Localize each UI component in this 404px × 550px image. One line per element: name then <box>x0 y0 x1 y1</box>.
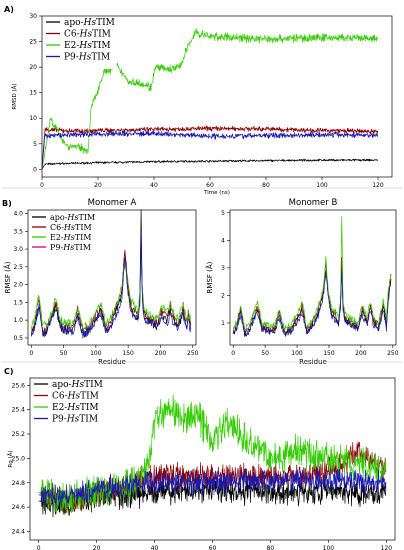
y-tick-label: 3.0 <box>13 246 23 253</box>
y-tick-label: 2.5 <box>13 264 23 271</box>
x-tick-label: 250 <box>187 350 199 357</box>
x-tick-label: 120 <box>372 182 384 189</box>
y-tick-label: 20 <box>29 64 37 71</box>
chart-panel-0: 0 20 40 60 80 100 120 0 5 10 15 20 25 30 A) Time (ns) RM… <box>4 5 393 196</box>
y-tick-label: 10 <box>29 115 37 122</box>
x-tick-label: 150 <box>122 350 134 357</box>
panel-label: A) <box>4 5 14 14</box>
x-tick-label: 100 <box>90 350 102 357</box>
y-tick-label: 5 <box>33 141 37 148</box>
series-line-2 <box>41 28 378 170</box>
series-line-1 <box>41 125 378 170</box>
x-tick-label: 80 <box>267 545 275 550</box>
y-tick-label: 5 <box>221 210 225 217</box>
y-tick-label: 15 <box>29 90 37 97</box>
chart-panel-3: 0 20 40 60 80 100 120 24.4 24.6 24.8 25.0 25.2 25.4 2… <box>4 367 396 550</box>
y-tick-label: 0 <box>33 166 37 173</box>
x-tick-label: 50 <box>261 350 269 357</box>
y-tick-label: 25.6 <box>12 382 26 389</box>
y-tick-label: 25.0 <box>12 455 26 462</box>
x-tick-label: 200 <box>355 350 367 357</box>
x-tick-label: 150 <box>323 350 335 357</box>
y-tick-label: 1.0 <box>13 317 23 324</box>
x-tick-label: 200 <box>155 350 167 357</box>
legend-entry: E2-HsTIM <box>50 233 91 242</box>
y-axis-label: RMSF (Å) <box>3 261 12 293</box>
x-tick-label: 250 <box>387 350 399 357</box>
y-axis-label: RMSD (Å) <box>11 83 18 109</box>
y-axis-label: Rg (Å) <box>7 450 14 467</box>
x-tick-label: 120 <box>381 545 393 550</box>
series-line-3 <box>30 230 192 339</box>
legend-entry: C6-HsTIM <box>64 30 111 40</box>
legend-entry: P9-HsTIM <box>52 415 98 425</box>
x-tick-label: 20 <box>93 545 101 550</box>
y-tick-label: 4.0 <box>13 211 23 218</box>
plot-frame <box>27 209 197 346</box>
x-tick-label: 0 <box>231 350 235 357</box>
series-line-0 <box>41 158 378 170</box>
panel-title: Monomer B <box>289 198 338 208</box>
y-tick-label: 25 <box>29 39 37 46</box>
series-line-1 <box>30 248 192 334</box>
panel-label: B) <box>2 199 12 208</box>
legend-entry: P9-HsTIM <box>50 243 91 252</box>
y-tick-label: 25.2 <box>12 431 26 438</box>
series-line-3 <box>41 130 378 170</box>
legend-box <box>31 379 105 431</box>
x-tick-label: 50 <box>60 350 68 357</box>
legend-box <box>43 17 117 69</box>
series-line-1 <box>232 257 392 334</box>
y-tick-label: 0.5 <box>13 335 23 342</box>
x-tick-label: 40 <box>150 182 158 189</box>
x-tick-label: 100 <box>316 182 328 189</box>
x-tick-label: 0 <box>29 350 33 357</box>
y-tick-label: 3 <box>221 265 225 272</box>
legend-entry: P9-HsTIM <box>64 53 110 63</box>
x-tick-label: 0 <box>40 182 44 189</box>
series-line-0 <box>232 262 392 337</box>
x-tick-label: 20 <box>94 182 102 189</box>
y-tick-label: 30 <box>29 13 37 20</box>
y-tick-label: 25.4 <box>12 407 26 414</box>
series-line-3 <box>232 270 392 337</box>
legend-entry: E2-HsTIM <box>52 403 99 413</box>
panel-label: C) <box>4 367 14 376</box>
x-tick-label: 60 <box>206 182 214 189</box>
legend-entry: apo-HsTIM <box>64 18 115 28</box>
x-tick-label: 100 <box>323 545 335 550</box>
x-axis-label: Time (ns) <box>203 190 230 196</box>
legend-entry: C6-HsTIM <box>50 223 92 232</box>
y-tick-label: 24.4 <box>12 528 26 535</box>
series-line-2 <box>30 259 192 332</box>
x-tick-label: 60 <box>209 545 217 550</box>
y-tick-label: 1 <box>221 320 225 327</box>
y-tick-label: 24.6 <box>12 504 26 511</box>
chart-panel-1: 0 50 100 150 200 250 0.5 1.0 1.5 2.0 2.5 3.0 3.5 4.0B… <box>2 198 199 366</box>
series-line-1 <box>38 441 387 515</box>
y-tick-label: 3.5 <box>13 228 23 235</box>
panel-title: Monomer A <box>88 198 137 208</box>
plot-frame <box>229 209 397 346</box>
x-tick-label: 80 <box>262 182 270 189</box>
legend-entry: C6-HsTIM <box>52 392 99 402</box>
x-tick-label: 0 <box>37 545 41 550</box>
plot-frame <box>41 15 393 178</box>
legend-entry: E2-HsTIM <box>64 41 111 51</box>
y-tick-label: 2.0 <box>13 282 23 289</box>
y-tick-label: 2 <box>221 292 225 299</box>
x-tick-label: 40 <box>151 545 159 550</box>
legend-entry: apo-HsTIM <box>52 380 103 390</box>
x-tick-label: 100 <box>291 350 303 357</box>
y-axis-label: RMSF (Å) <box>205 261 214 293</box>
legend-entry: apo-HsTIM <box>50 213 95 222</box>
legend-box <box>29 211 99 257</box>
y-tick-label: 4 <box>221 237 225 244</box>
series-line-2 <box>232 216 392 331</box>
y-tick-label: 1.5 <box>13 299 23 306</box>
y-tick-label: 24.8 <box>12 480 26 487</box>
series-line-3 <box>38 468 387 509</box>
